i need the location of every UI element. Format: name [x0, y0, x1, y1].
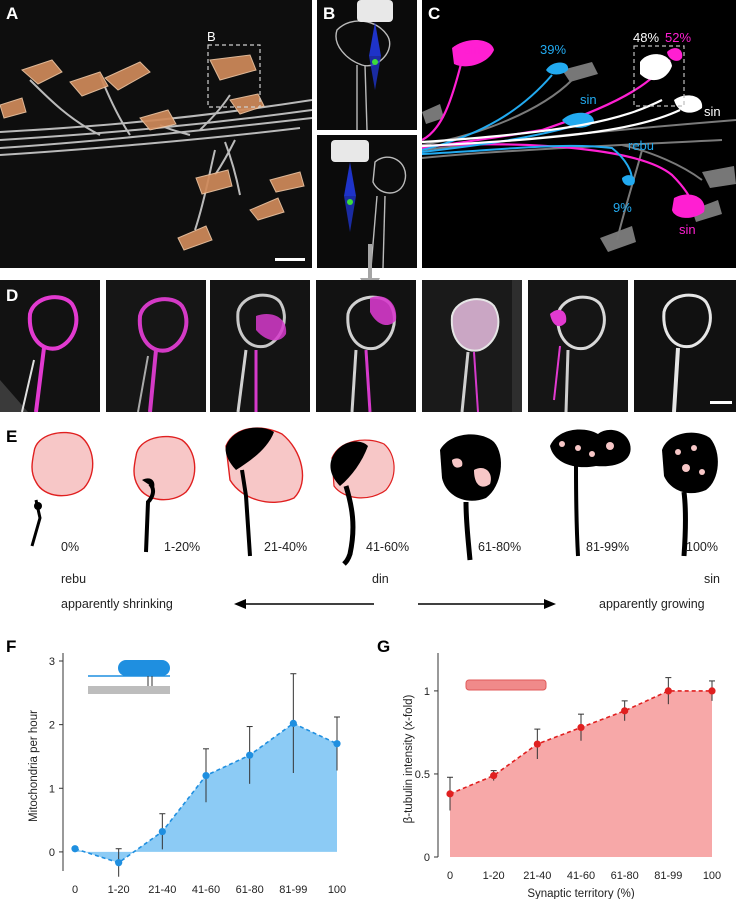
panel-c-rebu: rebu	[628, 138, 655, 153]
x-axis-label: Synaptic territory (%)	[527, 888, 635, 899]
panel-b-label: B	[323, 4, 336, 23]
x-tick-label: 1-20	[483, 870, 505, 882]
percent-label-41-60: 41-60%	[366, 540, 410, 554]
label-rebu: rebu	[61, 572, 87, 586]
x-tick-label: 41-60	[192, 884, 220, 896]
panel-g-label: G	[377, 637, 391, 656]
panel-e-label: E	[6, 427, 18, 446]
panel-a-image: B A	[0, 0, 312, 268]
data-point	[333, 740, 341, 748]
x-tick-label: 81-99	[654, 870, 682, 882]
data-point	[490, 772, 498, 780]
x-tick-label: 61-80	[611, 870, 639, 882]
chart-mitochondria: 012301-2021-4041-6061-8081-99100Synaptic…	[28, 653, 346, 896]
panel-b-image: B	[317, 0, 417, 268]
panel-c-pct-52: 52%	[665, 30, 692, 45]
y-tick-label: 3	[49, 656, 55, 668]
y-tick-label: 0	[49, 847, 55, 859]
y-axis-label: β-tubulin intensity (x-fold)	[403, 694, 415, 823]
y-axis-label: Mitochondria per hour	[28, 710, 40, 822]
panel-a-label: A	[6, 4, 19, 23]
label-apparently-growing: apparently growing	[599, 597, 705, 611]
panel-d-strip: D	[0, 280, 736, 413]
panel-c-tracing	[422, 0, 736, 268]
area-fill	[450, 690, 712, 857]
panel-c-image: sin 39% 48% 52% sin sin rebu 9% sin C	[422, 0, 736, 268]
panel-c-sin-bottom: sin	[679, 222, 696, 237]
microtubule-schematic	[465, 679, 547, 691]
data-point	[246, 751, 254, 759]
x-tick-label: 21-40	[523, 870, 551, 882]
y-tick-label: 0.5	[415, 769, 430, 781]
x-tick-label: 100	[703, 870, 721, 882]
percent-label-61-80: 61-80%	[478, 540, 522, 554]
percent-label-100: 100%	[686, 540, 718, 554]
panel-b-illustration	[317, 0, 417, 268]
data-point	[289, 719, 297, 727]
panel-c-sin-mid: sin	[580, 92, 597, 107]
label-sin: sin	[704, 572, 720, 586]
panel-c-label: C	[428, 4, 441, 23]
data-point	[577, 723, 585, 732]
data-point	[708, 687, 716, 695]
panel-d-label: D	[6, 286, 19, 305]
x-tick-label: 41-60	[567, 870, 595, 882]
panel-c-sin-top: sin	[464, 42, 481, 57]
x-tick-label: 100	[328, 884, 346, 896]
percent-label-21-40: 21-40%	[264, 540, 308, 554]
x-tick-label: 1-20	[108, 884, 130, 896]
panel-c-pct-48: 48%	[633, 30, 660, 45]
y-tick-label: 0	[424, 852, 430, 864]
percent-label-0: 0%	[61, 540, 80, 554]
x-tick-label: 0	[72, 884, 78, 896]
x-tick-label: 21-40	[148, 884, 176, 896]
data-point	[446, 790, 454, 798]
y-tick-label: 1	[424, 686, 430, 698]
panel-e-tracings	[30, 427, 718, 566]
percent-label-1-20: 1-20%	[164, 540, 201, 554]
panel-c-pct-9: 9%	[613, 200, 632, 215]
data-point	[115, 859, 123, 867]
direction-arrows	[234, 599, 556, 609]
panel-a-micrograph	[0, 0, 312, 268]
chart-tubulin: 0 0.5 1 0 1-20 21-40 41-60 61-80 81-99 100 Synapti…	[403, 653, 721, 899]
panel-c-sin-right: sin	[704, 104, 721, 119]
data-point	[158, 827, 166, 836]
label-din: din	[372, 572, 389, 586]
x-tick-label: 81-99	[279, 884, 307, 896]
data-point	[621, 707, 629, 715]
label-apparently-shrinking: apparently shrinking	[61, 597, 173, 611]
panel-d-micrographs	[0, 280, 736, 413]
data-point	[202, 771, 210, 780]
panel-a-inset-label: B	[207, 29, 216, 44]
x-tick-label: 0	[447, 870, 453, 882]
panel-f-label: F	[6, 637, 17, 656]
x-tick-label: 61-80	[236, 884, 264, 896]
mitochondria-schematic	[88, 660, 170, 694]
data-point	[664, 687, 672, 695]
data-point	[533, 740, 541, 748]
percent-label-81-99: 81-99%	[586, 540, 630, 554]
panel-c-pct-39: 39%	[540, 42, 567, 57]
data-point	[71, 845, 79, 853]
y-tick-label: 1	[49, 783, 55, 795]
y-tick-label: 2	[49, 720, 55, 732]
